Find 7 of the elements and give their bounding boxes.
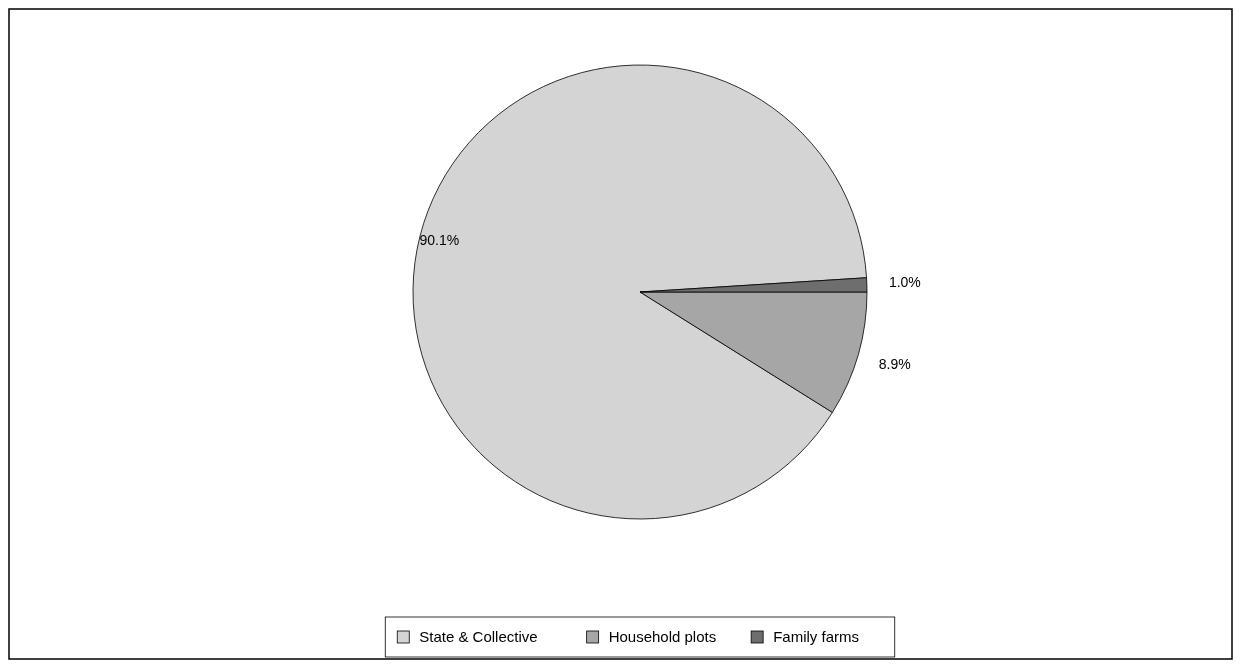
pie-slice xyxy=(412,64,867,520)
legend-label: State & Collective xyxy=(419,628,538,645)
data-label: 90.1% xyxy=(419,231,460,248)
legend-label: Household plots xyxy=(608,628,717,645)
legend-label: Family farms xyxy=(773,628,859,645)
data-label: 8.9% xyxy=(878,355,911,372)
data-label: 1.0% xyxy=(888,274,921,291)
